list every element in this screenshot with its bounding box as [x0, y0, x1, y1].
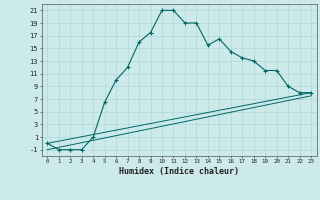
X-axis label: Humidex (Indice chaleur): Humidex (Indice chaleur) — [119, 167, 239, 176]
